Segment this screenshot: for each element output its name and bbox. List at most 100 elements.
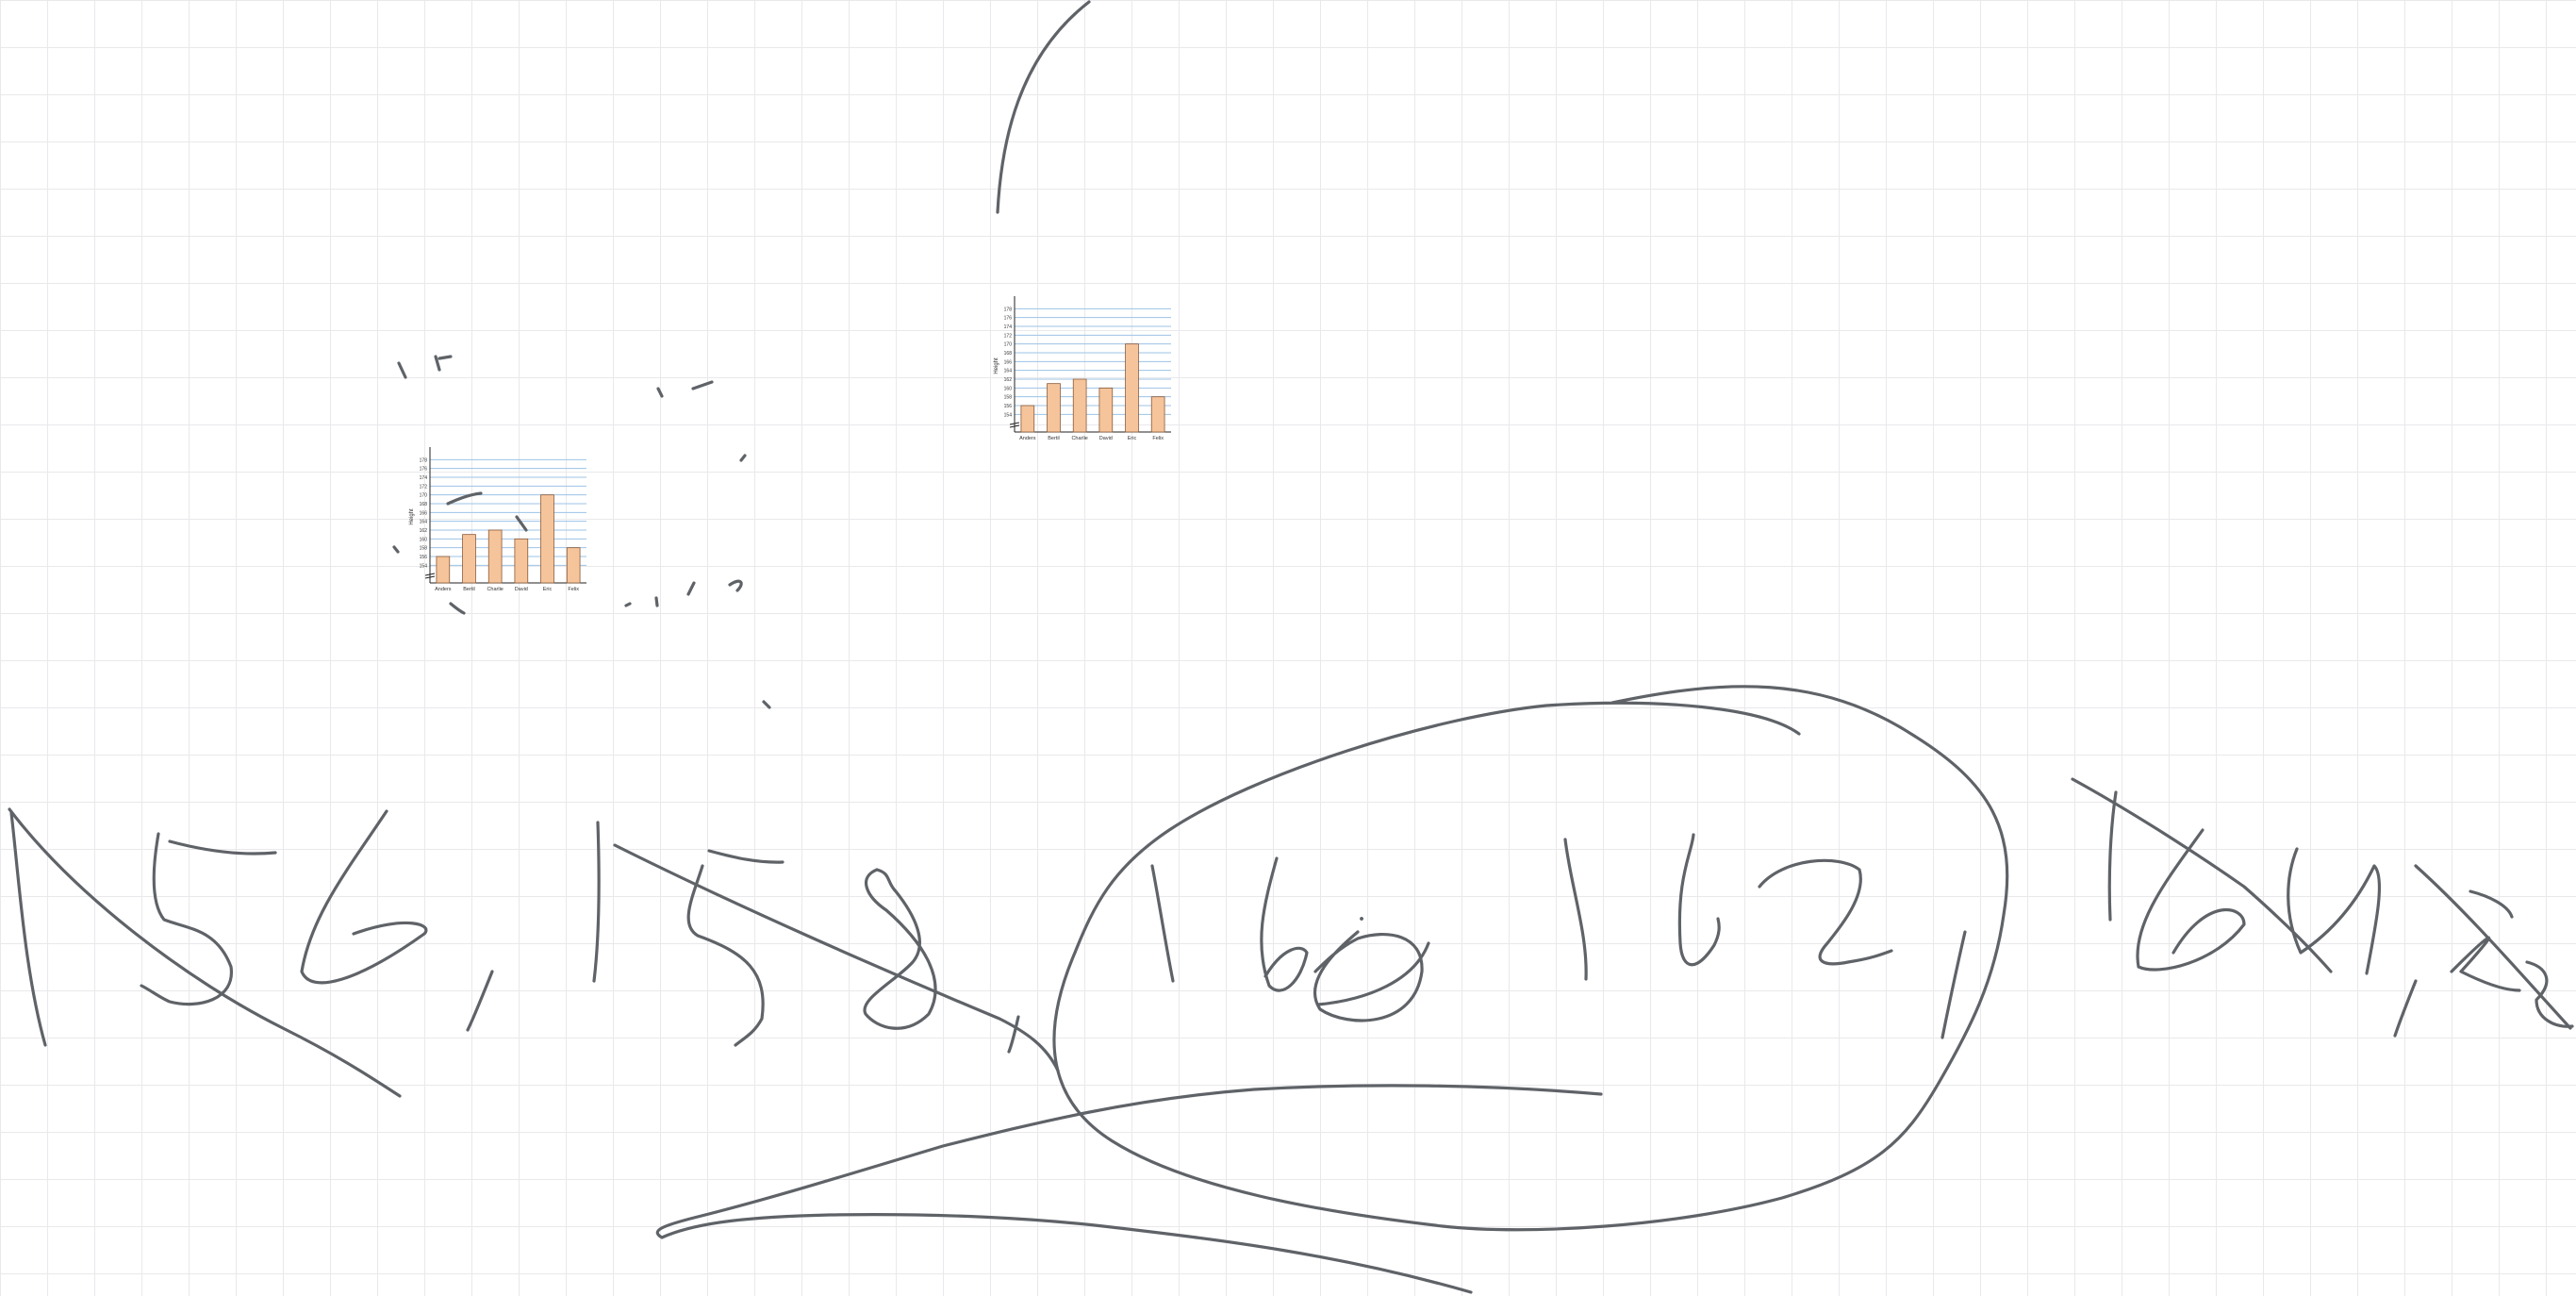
ink-scribble	[728, 579, 743, 592]
y-tick-label: 172	[420, 484, 428, 490]
ink-stroke	[1940, 930, 1967, 1039]
ink-scribble	[686, 581, 696, 596]
y-tick-label: 168	[420, 502, 428, 507]
y-tick-label: 176	[1004, 316, 1013, 322]
ink-digit	[2469, 889, 2514, 919]
y-tick-label: 172	[1004, 333, 1013, 339]
ink-digit	[140, 832, 233, 1006]
y-tick-label: 158	[1004, 395, 1013, 401]
y-tick-label: 166	[1004, 359, 1013, 365]
y-tick-label: 156	[420, 555, 428, 560]
ink-scribble	[392, 545, 400, 554]
y-tick-label: 164	[420, 520, 428, 525]
ink-strike	[8, 807, 402, 1098]
bar-anders	[436, 556, 451, 584]
ink-digit	[2287, 847, 2382, 975]
bar-david	[1098, 387, 1114, 433]
axis-break	[424, 573, 436, 579]
bar-anders	[1020, 405, 1035, 433]
ink-scribble	[691, 380, 714, 390]
y-tick-label: 170	[1004, 342, 1013, 348]
y-tick-label: 178	[1004, 307, 1013, 312]
ink-digit	[9, 811, 47, 1047]
bar-eric	[540, 494, 554, 584]
ink-scribble	[739, 454, 747, 462]
ink-scribble	[656, 387, 664, 398]
x-tick-label: Felix	[568, 587, 579, 592]
y-tick-label: 168	[1004, 351, 1013, 357]
bar-bertil	[1047, 383, 1061, 433]
bar-felix	[1150, 396, 1165, 433]
x-tick-label: Charlie	[1071, 436, 1087, 441]
ink-strike	[2414, 864, 2572, 1030]
y-tick-label: 170	[420, 493, 428, 499]
ink-strike	[613, 843, 1060, 1072]
y-tick-label: 160	[420, 537, 428, 542]
ink-digit	[863, 868, 937, 1030]
y-tick-label: 158	[420, 546, 428, 552]
ink-digit	[1150, 864, 1175, 983]
bar-charlie	[1072, 378, 1087, 433]
bar-charlie	[487, 529, 503, 584]
ink-digit	[1316, 941, 1430, 1006]
ink-scribble	[515, 515, 528, 532]
x-tick-label: Bertil	[1048, 436, 1060, 441]
ink-digit	[1563, 838, 1588, 981]
x-tick-label: David	[1099, 436, 1113, 441]
bar-chart-left[interactable]: 154 156 158 160 162 164 166 168 170 172 174 176 178 H…	[405, 443, 594, 599]
ink-scribble	[397, 361, 407, 379]
ink-scribble	[434, 355, 453, 372]
ink-digit	[300, 809, 428, 985]
y-axis-label: Height	[409, 508, 415, 525]
x-tick-label: Charlie	[487, 587, 503, 592]
ink-stroke-top-curve	[996, 0, 1091, 214]
x-tick-label: Bertil	[463, 587, 475, 592]
axis-break	[1009, 422, 1020, 428]
y-tick-label: 174	[420, 475, 428, 481]
y-tick-label: 162	[1004, 377, 1013, 383]
x-tick-label: Eric	[1128, 436, 1137, 441]
ink-digit	[2136, 828, 2246, 972]
ink-scribble	[449, 602, 466, 615]
bar-chart-right[interactable]: 154 156 158 160 162 164 166 168 170 172 174 176 178 H…	[990, 292, 1179, 448]
ink-comma	[466, 970, 494, 1032]
ink-scribble	[446, 491, 483, 506]
y-tick-label: 160	[1004, 386, 1013, 391]
ink-scribble	[624, 602, 632, 607]
y-tick-label: 176	[420, 467, 428, 473]
ink-comma	[2393, 979, 2418, 1038]
ink-comma	[1007, 1015, 1020, 1054]
y-tick-label: 154	[1004, 412, 1013, 418]
ink-digit	[1260, 856, 1309, 992]
x-tick-label: Felix	[1152, 436, 1164, 441]
y-tick-label: 162	[420, 528, 428, 534]
ink-dot	[1360, 917, 1364, 921]
ink-underline	[655, 1084, 1603, 1294]
bar-felix	[566, 547, 581, 584]
ink-scribble	[762, 700, 771, 709]
y-tick-label: 178	[420, 457, 428, 463]
ink-digit	[1313, 930, 1424, 1022]
ink-digit	[686, 864, 765, 1047]
ink-digit	[1758, 858, 1893, 966]
ink-circle	[1052, 685, 2009, 1232]
x-tick-label: Anders	[435, 587, 452, 592]
x-tick-label: Eric	[543, 587, 553, 592]
ink-scribble	[654, 596, 659, 607]
y-tick-label: 174	[1004, 324, 1013, 330]
bar-bertil	[462, 534, 476, 584]
bar-david	[514, 538, 529, 584]
ink-digit	[2450, 936, 2521, 992]
y-axis-label: Height	[994, 357, 999, 374]
ink-digit	[707, 849, 784, 864]
ink-digit	[168, 839, 277, 856]
x-tick-label: Anders	[1019, 436, 1036, 441]
bar-eric	[1125, 343, 1139, 433]
y-tick-label: 166	[420, 510, 428, 516]
ink-strike	[2071, 777, 2333, 973]
ink-digit	[2107, 790, 2118, 922]
ink-digit	[1677, 833, 1721, 967]
x-tick-label: David	[515, 587, 528, 592]
